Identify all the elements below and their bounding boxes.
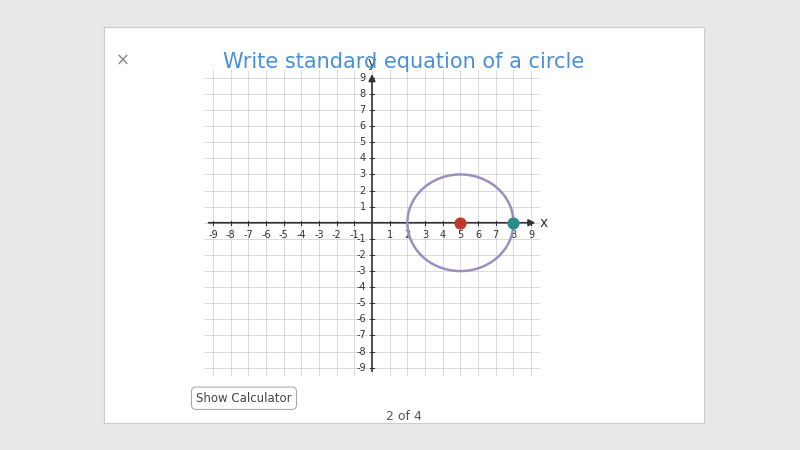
Text: 4: 4 [360, 153, 366, 163]
Text: 8: 8 [510, 230, 517, 240]
Text: y: y [368, 56, 376, 70]
Text: 2: 2 [404, 230, 410, 240]
Text: 2 of 4: 2 of 4 [386, 410, 422, 423]
Text: -4: -4 [356, 282, 366, 292]
Text: Write standard equation of a circle: Write standard equation of a circle [223, 52, 585, 72]
Text: Show Calculator: Show Calculator [196, 392, 292, 405]
Text: 1: 1 [360, 202, 366, 211]
Text: x: x [540, 216, 548, 230]
Text: -5: -5 [278, 230, 289, 240]
Text: -6: -6 [356, 315, 366, 324]
Text: -7: -7 [243, 230, 253, 240]
Text: 1: 1 [386, 230, 393, 240]
Text: 7: 7 [493, 230, 499, 240]
Text: 5: 5 [458, 230, 463, 240]
Text: -4: -4 [297, 230, 306, 240]
Text: 8: 8 [360, 89, 366, 99]
Text: -2: -2 [332, 230, 342, 240]
Text: -6: -6 [261, 230, 270, 240]
Text: ×: × [116, 52, 130, 70]
Text: 6: 6 [475, 230, 481, 240]
Text: -9: -9 [356, 363, 366, 373]
Text: -3: -3 [356, 266, 366, 276]
Text: -8: -8 [226, 230, 235, 240]
Text: 2: 2 [359, 185, 366, 196]
Text: -5: -5 [356, 298, 366, 308]
Text: 4: 4 [440, 230, 446, 240]
Text: -1: -1 [356, 234, 366, 244]
Text: 3: 3 [422, 230, 428, 240]
Text: -7: -7 [356, 330, 366, 341]
Text: 9: 9 [360, 73, 366, 83]
Point [454, 219, 467, 226]
Text: 5: 5 [359, 137, 366, 147]
Text: -9: -9 [208, 230, 218, 240]
Text: 6: 6 [360, 121, 366, 131]
Text: -2: -2 [356, 250, 366, 260]
Text: -3: -3 [314, 230, 324, 240]
Text: -8: -8 [356, 346, 366, 356]
Text: -1: -1 [350, 230, 359, 240]
Text: 7: 7 [359, 105, 366, 115]
Text: 3: 3 [360, 170, 366, 180]
Point [507, 219, 520, 226]
Text: 9: 9 [528, 230, 534, 240]
